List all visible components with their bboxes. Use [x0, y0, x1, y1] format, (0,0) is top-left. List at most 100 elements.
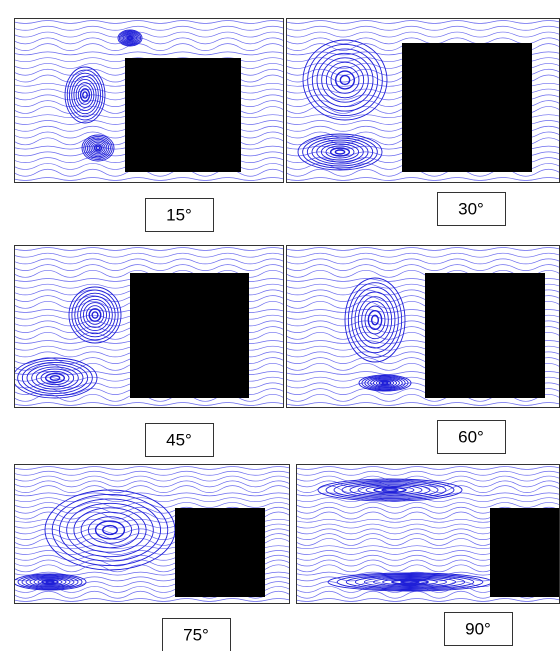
label-box	[437, 420, 506, 454]
vortex-line	[370, 314, 380, 326]
vortex-line	[364, 376, 406, 390]
vortex-line	[25, 576, 75, 588]
vortex-line	[347, 282, 403, 358]
vortex-line	[33, 577, 67, 587]
streamline	[14, 264, 284, 271]
streamline	[14, 177, 284, 181]
vortex-line	[341, 482, 439, 498]
vortex-line	[83, 135, 113, 161]
vortex-line	[120, 31, 140, 45]
vortex-line	[311, 139, 369, 165]
vortex-line	[361, 375, 409, 391]
vortex-line	[325, 479, 455, 501]
streamline	[14, 247, 284, 251]
vortex-line	[124, 33, 136, 43]
angle-label: 90°	[465, 619, 491, 638]
vortex-line	[354, 575, 466, 589]
vortex-line	[367, 309, 383, 331]
streamline	[14, 51, 284, 56]
streamline	[296, 485, 560, 493]
vortex-line	[14, 357, 98, 399]
obstacle	[425, 273, 545, 398]
streamline	[296, 475, 560, 482]
vortex-line	[66, 502, 154, 558]
angle-label: 60°	[458, 427, 484, 446]
vortex-line	[357, 484, 423, 496]
vortex-line	[358, 374, 412, 392]
streamline	[296, 466, 560, 470]
vortex-line	[35, 368, 75, 388]
vortex-line	[77, 85, 93, 105]
streamline	[14, 475, 290, 482]
vortex-line	[64, 66, 106, 124]
streamline	[14, 480, 290, 488]
vortex-line	[95, 145, 101, 151]
vortex-line	[375, 379, 395, 387]
vortex-line	[364, 305, 386, 335]
vortex-line	[316, 52, 374, 108]
vortex-line	[344, 277, 406, 363]
panel	[286, 18, 560, 183]
obstacle	[130, 273, 249, 398]
vortex-line	[58, 498, 162, 562]
streamline	[286, 25, 560, 31]
vortex-line	[92, 143, 104, 153]
vortex-line	[334, 149, 346, 155]
vortex-line	[21, 361, 89, 395]
angle-label: 30°	[458, 199, 484, 218]
vortex-line	[79, 88, 91, 102]
vortex-line	[44, 372, 66, 384]
streamline	[14, 252, 284, 258]
vortex-line	[73, 78, 97, 112]
vortex-line	[77, 295, 113, 335]
vortex-line	[354, 291, 396, 349]
vortex-line	[26, 364, 84, 392]
vortex-line	[307, 43, 383, 117]
streamline	[14, 492, 290, 497]
streamline	[286, 402, 560, 406]
vortex-line	[329, 147, 351, 157]
vortex-line	[126, 35, 134, 41]
vortex-line	[87, 516, 133, 544]
label-box	[162, 618, 231, 651]
vortex-line	[373, 577, 447, 587]
vortex-line	[71, 75, 99, 115]
vortex-line	[14, 573, 87, 591]
label-box	[145, 423, 214, 457]
streamline	[286, 37, 560, 45]
vortex-line	[86, 138, 110, 158]
vortex-line	[367, 377, 403, 389]
vortex-line	[41, 579, 59, 585]
vortex-line	[45, 580, 55, 584]
streamline	[296, 502, 560, 508]
vortex-line	[334, 70, 356, 90]
vortex-line	[121, 32, 139, 44]
vortex-line	[336, 573, 484, 591]
vortex-line	[102, 524, 118, 536]
streamline	[14, 25, 284, 31]
vortex-line	[333, 480, 447, 500]
panel	[286, 245, 560, 408]
streamline	[14, 402, 284, 406]
angle-label: 75°	[183, 625, 209, 644]
label-box	[444, 612, 513, 646]
vortex-line	[400, 580, 420, 584]
vortex-line	[75, 82, 95, 108]
vortex-line	[17, 359, 93, 397]
vortex-line	[122, 33, 138, 43]
streamline	[14, 485, 290, 493]
streamline	[286, 252, 560, 258]
vortex-line	[31, 366, 79, 390]
vortex-line	[29, 577, 71, 587]
vortex-line	[365, 485, 415, 495]
vortex-line	[316, 141, 364, 163]
vortex-line	[330, 66, 360, 94]
vortex-line	[381, 488, 399, 492]
panel-frame	[14, 18, 284, 183]
streamline	[14, 168, 284, 177]
streamline	[296, 598, 560, 602]
vortex-line	[320, 143, 360, 161]
panel	[14, 18, 284, 183]
obstacle	[125, 58, 241, 172]
vortex-line	[90, 141, 106, 155]
